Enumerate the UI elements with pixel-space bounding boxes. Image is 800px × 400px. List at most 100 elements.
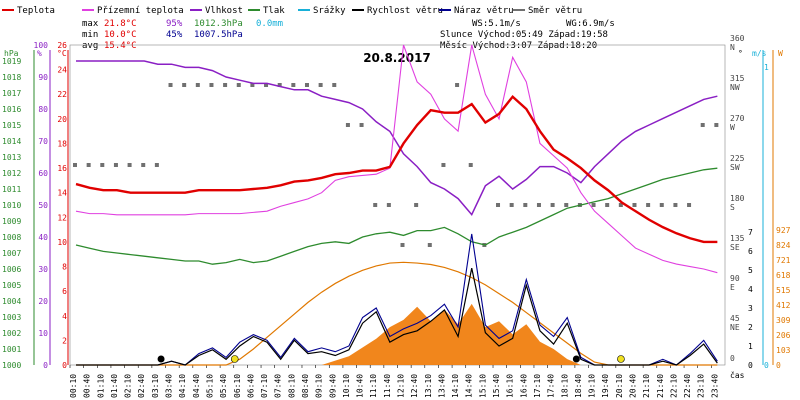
tick-label-degrees: 90 <box>730 274 740 283</box>
series-line-Tlak <box>75 167 718 265</box>
legend-label: Srážky <box>313 6 346 16</box>
x-tick-label: 20:40 <box>628 374 637 398</box>
tick-label-hpa: 1018 <box>2 73 21 82</box>
stat-avg-temp: 15.4°C <box>104 41 137 51</box>
x-tick-label: 05:40 <box>219 374 228 398</box>
tick-label-percent: 30 <box>38 265 48 274</box>
legend-label: Teplota <box>17 6 55 16</box>
tick-label-watts: 515 <box>776 286 791 295</box>
wind-direction-point <box>182 83 187 87</box>
x-tick-label: 19:10 <box>588 374 597 398</box>
stat-moon-times: Měsíc Východ:3:07 Západ:18:20 <box>440 41 597 51</box>
tick-label-percent: 70 <box>38 137 48 146</box>
tick-label-hpa: 1003 <box>2 313 21 322</box>
wind-direction-point <box>318 83 323 87</box>
tick-label-ms: 6 <box>748 247 753 256</box>
x-tick-label: 14:40 <box>465 374 474 398</box>
x-tick-label: 18:40 <box>574 374 583 398</box>
wind-direction-point <box>659 203 664 207</box>
tick-label-direction: W <box>730 123 735 132</box>
x-tick-label: 23:10 <box>697 374 706 398</box>
x-tick-label: 10:40 <box>356 374 365 398</box>
wind-direction-point <box>73 163 77 167</box>
x-tick-label: 06:40 <box>246 374 255 398</box>
stat-wind-gust: WG:6.9m/s <box>566 19 615 29</box>
tick-label-degrees: 225 <box>730 154 745 163</box>
tick-label-ms: 4 <box>748 285 753 294</box>
x-tick-label: 21:40 <box>656 374 665 398</box>
tick-label-hpa: 1004 <box>2 297 21 306</box>
legend-label: Vlhkost <box>205 6 243 16</box>
wind-direction-point <box>86 163 91 167</box>
wind-direction-point <box>536 203 541 207</box>
axis-label-ms: m/s <box>752 49 767 58</box>
x-tick-label: 04:40 <box>192 374 201 398</box>
wind-direction-point <box>359 123 364 127</box>
stat-avg-label: avg <box>82 41 98 51</box>
tick-label-watts: 309 <box>776 316 791 325</box>
tick-label-watts: 618 <box>776 271 791 280</box>
wind-direction-point <box>373 203 378 207</box>
x-tick-label: 10:10 <box>342 374 351 398</box>
axis-label-hpa: hPa <box>4 49 19 58</box>
tick-label-hpa: 1012 <box>2 169 21 178</box>
x-tick-label: 08:10 <box>287 374 296 398</box>
tick-label-percent: 50 <box>38 201 48 210</box>
wind-direction-point <box>509 203 514 207</box>
tick-label-hpa: 1005 <box>2 281 21 290</box>
wind-direction-point <box>113 163 118 167</box>
tick-label-hpa: 1016 <box>2 105 21 114</box>
tick-label-degrees: 360 <box>730 34 745 43</box>
wind-direction-point <box>168 83 173 87</box>
moon-marker <box>572 355 580 363</box>
x-tick-label: 20:10 <box>615 374 624 398</box>
wind-direction-point <box>264 83 269 87</box>
x-tick-label: 08:40 <box>301 374 310 398</box>
series-line-Přízemní teplota <box>75 44 718 274</box>
stat-max-humidity: 95% <box>166 19 183 29</box>
axis-label-percent: % <box>37 49 42 58</box>
wind-direction-point <box>646 203 651 207</box>
tick-label-percent: 90 <box>38 73 48 82</box>
x-tick-label: 11:40 <box>383 374 392 398</box>
tick-label-watts: 927 <box>776 226 791 235</box>
x-tick-label: 01:40 <box>110 374 119 398</box>
x-tick-label: 03:10 <box>151 374 160 398</box>
tick-label-celsius: 12 <box>57 213 67 222</box>
tick-label-ms: 5 <box>748 266 753 275</box>
tick-label-direction: N <box>730 43 735 52</box>
tick-label-direction: E <box>730 283 735 292</box>
wind-direction-point <box>714 123 719 127</box>
x-tick-label: 04:10 <box>178 374 187 398</box>
tick-label-degrees: 45 <box>730 314 740 323</box>
wind-direction-point <box>441 163 446 167</box>
tick-label-celsius: 16 <box>57 164 67 173</box>
tick-label-hpa: 1000 <box>2 361 21 370</box>
wind-direction-point <box>618 203 623 207</box>
x-tick-label: 00:40 <box>83 374 92 398</box>
wind-direction-point <box>700 123 705 127</box>
tick-label-hpa: 1001 <box>2 345 21 354</box>
wind-direction-point <box>605 203 610 207</box>
legend-label: Náraz větru <box>454 6 514 16</box>
tick-label-percent: 10 <box>38 329 48 338</box>
series-line-Rychlost větru <box>76 267 718 366</box>
wind-direction-point <box>141 163 146 167</box>
legend-label: Rychlost větru <box>367 6 443 16</box>
wind-direction-point <box>209 83 214 87</box>
legend-label: Přízemní teplota <box>97 6 184 16</box>
tick-label-ms: 3 <box>748 304 753 313</box>
tick-label-hpa: 1008 <box>2 233 21 242</box>
tick-label-celsius: 4 <box>62 312 67 321</box>
stat-min-label: min <box>82 30 98 40</box>
tick-label-celsius: 24 <box>57 66 67 75</box>
tick-label-watts: 0 <box>776 361 781 370</box>
tick-label-direction: S <box>730 203 735 212</box>
tick-label-celsius: 10 <box>57 238 67 247</box>
tick-label-percent: 20 <box>38 297 48 306</box>
wind-direction-point <box>223 83 228 87</box>
tick-label-hpa: 1002 <box>2 329 21 338</box>
tick-label-celsius: 22 <box>57 90 67 99</box>
tick-label-hpa: 1010 <box>2 201 21 210</box>
